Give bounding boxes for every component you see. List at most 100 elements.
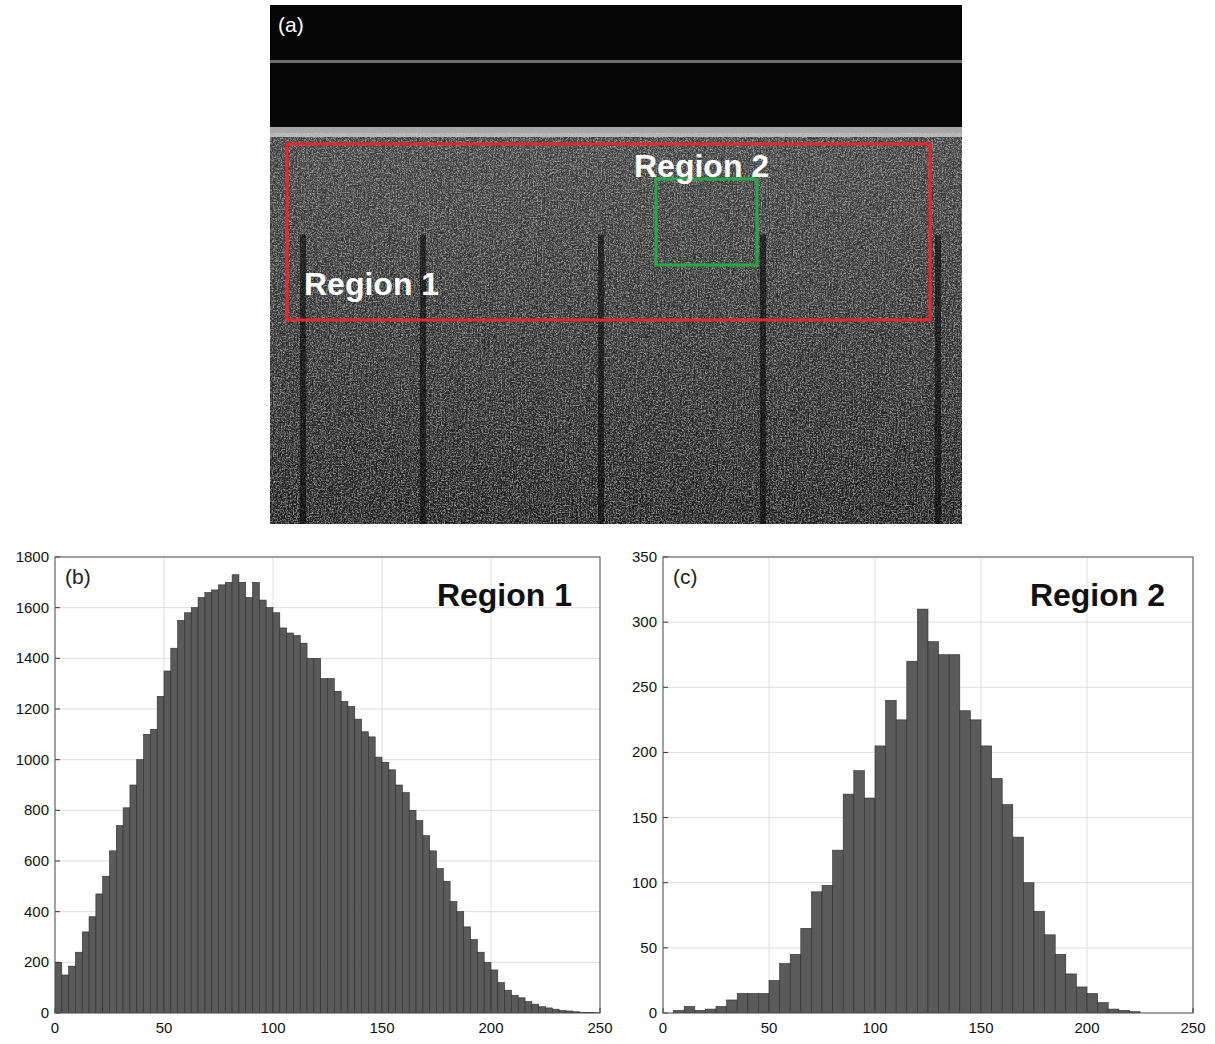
histogram-bar: [532, 1004, 539, 1013]
histogram-bar: [396, 785, 403, 1013]
histogram-bar: [402, 793, 409, 1013]
histogram-bar: [917, 609, 928, 1013]
tick-label: 350: [632, 548, 657, 565]
tick-mark: [55, 810, 60, 811]
tick-label: 0: [41, 1004, 49, 1021]
tick-label: 1400: [16, 649, 49, 666]
chart-title: Region 1: [437, 577, 572, 613]
histogram-bar: [116, 826, 123, 1013]
tick-label: 100: [862, 1019, 887, 1036]
histogram-bar: [539, 1007, 546, 1013]
oct-image: [270, 5, 962, 524]
histogram-bar: [89, 917, 96, 1013]
grid-line: [55, 658, 600, 659]
figure: (a)Region 1Region 2050100150200250020040…: [0, 0, 1215, 1044]
histogram-bar: [949, 655, 960, 1013]
histogram-bar: [471, 940, 478, 1013]
histogram-bar: [484, 962, 491, 1013]
tick-label: 50: [156, 1019, 173, 1036]
histogram-bar: [769, 980, 780, 1013]
tick-label: 1600: [16, 599, 49, 616]
histogram-bar: [981, 746, 992, 1013]
grid-line: [769, 557, 770, 1013]
histogram-bar: [511, 995, 518, 1013]
histogram-bar: [355, 719, 362, 1013]
histogram-bar: [225, 582, 232, 1013]
histogram-bar: [389, 770, 396, 1013]
histogram-bar: [833, 850, 844, 1013]
speckle: [270, 133, 962, 524]
histogram-bar: [246, 598, 253, 1013]
histogram-bar: [811, 892, 822, 1013]
histogram-bar: [150, 729, 157, 1013]
histogram-bar: [1087, 993, 1098, 1013]
histogram-bar: [55, 962, 62, 1013]
grid-line: [491, 557, 492, 1013]
tick-mark: [663, 817, 668, 818]
histogram-bar: [232, 575, 239, 1013]
panel-label: (b): [65, 565, 91, 588]
histogram-bar: [314, 658, 321, 1013]
tick-mark: [55, 861, 60, 862]
histogram-bar: [280, 628, 287, 1013]
tick-mark: [663, 947, 668, 948]
histogram-bar: [103, 876, 110, 1013]
histogram-bar: [780, 963, 791, 1013]
tick-mark: [55, 759, 60, 760]
histogram-bar: [123, 808, 130, 1013]
tick-label: 300: [632, 613, 657, 630]
panel-label: (a): [278, 13, 304, 36]
tick-label: 50: [761, 1019, 778, 1036]
histogram-bar: [498, 983, 505, 1013]
histogram-bar: [843, 794, 854, 1013]
histogram-bar: [457, 912, 464, 1013]
histogram-panel: 0501001502002500200400600800100012001400…: [16, 548, 613, 1036]
tick-label: 0: [649, 1004, 657, 1021]
shadow-streak: [760, 235, 766, 524]
histogram-bar: [75, 952, 82, 1013]
histogram-bar: [758, 993, 769, 1013]
shadow-streak: [935, 235, 941, 524]
histogram-bar: [928, 642, 939, 1013]
histogram-bar: [219, 585, 226, 1013]
tick-label: 1000: [16, 751, 49, 768]
histogram-bar: [1076, 987, 1087, 1013]
histogram-bar: [212, 590, 219, 1013]
tick-label: 1800: [16, 548, 49, 565]
histogram-bar: [341, 701, 348, 1013]
region-label: Region 1: [304, 266, 439, 302]
histogram-bar: [382, 762, 389, 1013]
histogram-bar: [430, 851, 437, 1013]
histogram-bar: [491, 970, 498, 1013]
histogram-bar: [1013, 837, 1024, 1013]
histogram-bar: [875, 746, 886, 1013]
plot-area: [55, 557, 600, 1013]
tick-label: 200: [1074, 1019, 1099, 1036]
histogram-bar: [178, 620, 185, 1013]
histogram-bar: [464, 927, 471, 1013]
histogram-bar: [82, 932, 89, 1013]
histogram-bar: [960, 711, 971, 1013]
histogram-bar: [328, 679, 335, 1013]
histogram-bar: [546, 1008, 553, 1013]
histogram-bar: [253, 582, 260, 1013]
histogram-bar: [822, 885, 833, 1013]
histogram-bar: [801, 928, 812, 1013]
histogram-bar: [69, 966, 76, 1013]
histogram-bar: [416, 820, 423, 1013]
histogram-bar: [321, 679, 328, 1013]
histogram-bar: [1055, 954, 1066, 1013]
histogram-bar: [300, 643, 307, 1013]
histogram-bar: [450, 902, 457, 1013]
histogram-bar: [184, 613, 191, 1013]
panel-label: (c): [673, 565, 698, 588]
tick-label: 150: [632, 809, 657, 826]
tick-label: 50: [640, 939, 657, 956]
histogram-bar: [96, 894, 103, 1013]
tick-label: 600: [24, 852, 49, 869]
histogram-bar: [368, 737, 375, 1013]
histogram-bar: [157, 696, 164, 1013]
histogram-bar: [205, 592, 212, 1013]
region-box: [287, 144, 930, 320]
tick-label: 100: [632, 874, 657, 891]
